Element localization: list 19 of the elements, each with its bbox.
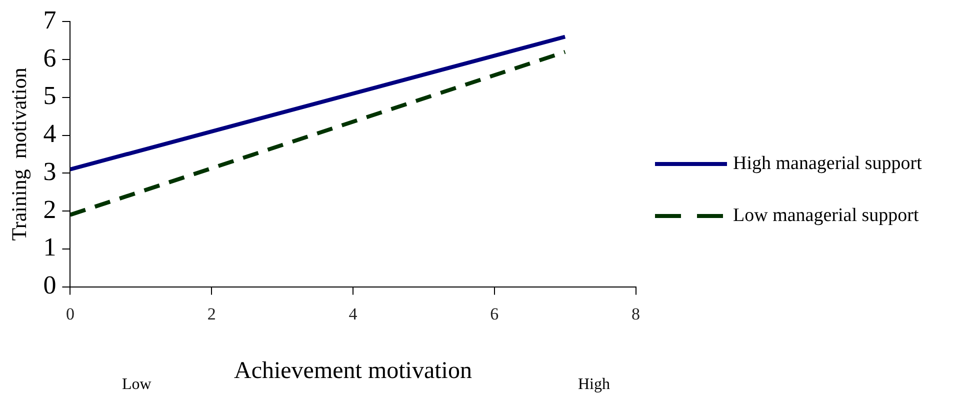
legend-label: High managerial support — [733, 153, 922, 175]
x-axis-title: Achievement motivation — [234, 358, 472, 384]
y-tick-label: 3 — [43, 156, 56, 186]
text: Low — [122, 376, 152, 394]
x-tick-label: 4 — [348, 304, 358, 324]
y-tick-label: 1 — [43, 232, 56, 262]
y-tick-label: 7 — [43, 5, 56, 34]
legend-label: Low managerial support — [733, 205, 919, 227]
x-tick-label: 2 — [207, 304, 216, 324]
y-axis-title: Training motivation — [7, 67, 32, 241]
x-tick-label: 8 — [632, 304, 640, 324]
y-tick-label: 0 — [43, 270, 56, 300]
x-tick-label: 6 — [490, 304, 499, 324]
y-tick-label: 5 — [43, 81, 56, 110]
x-tick-label: 0 — [66, 304, 74, 324]
text: High — [578, 376, 610, 394]
y-tick-label: 6 — [43, 43, 56, 72]
y-tick-label: 4 — [43, 119, 56, 148]
y-tick-label: 2 — [43, 194, 56, 224]
